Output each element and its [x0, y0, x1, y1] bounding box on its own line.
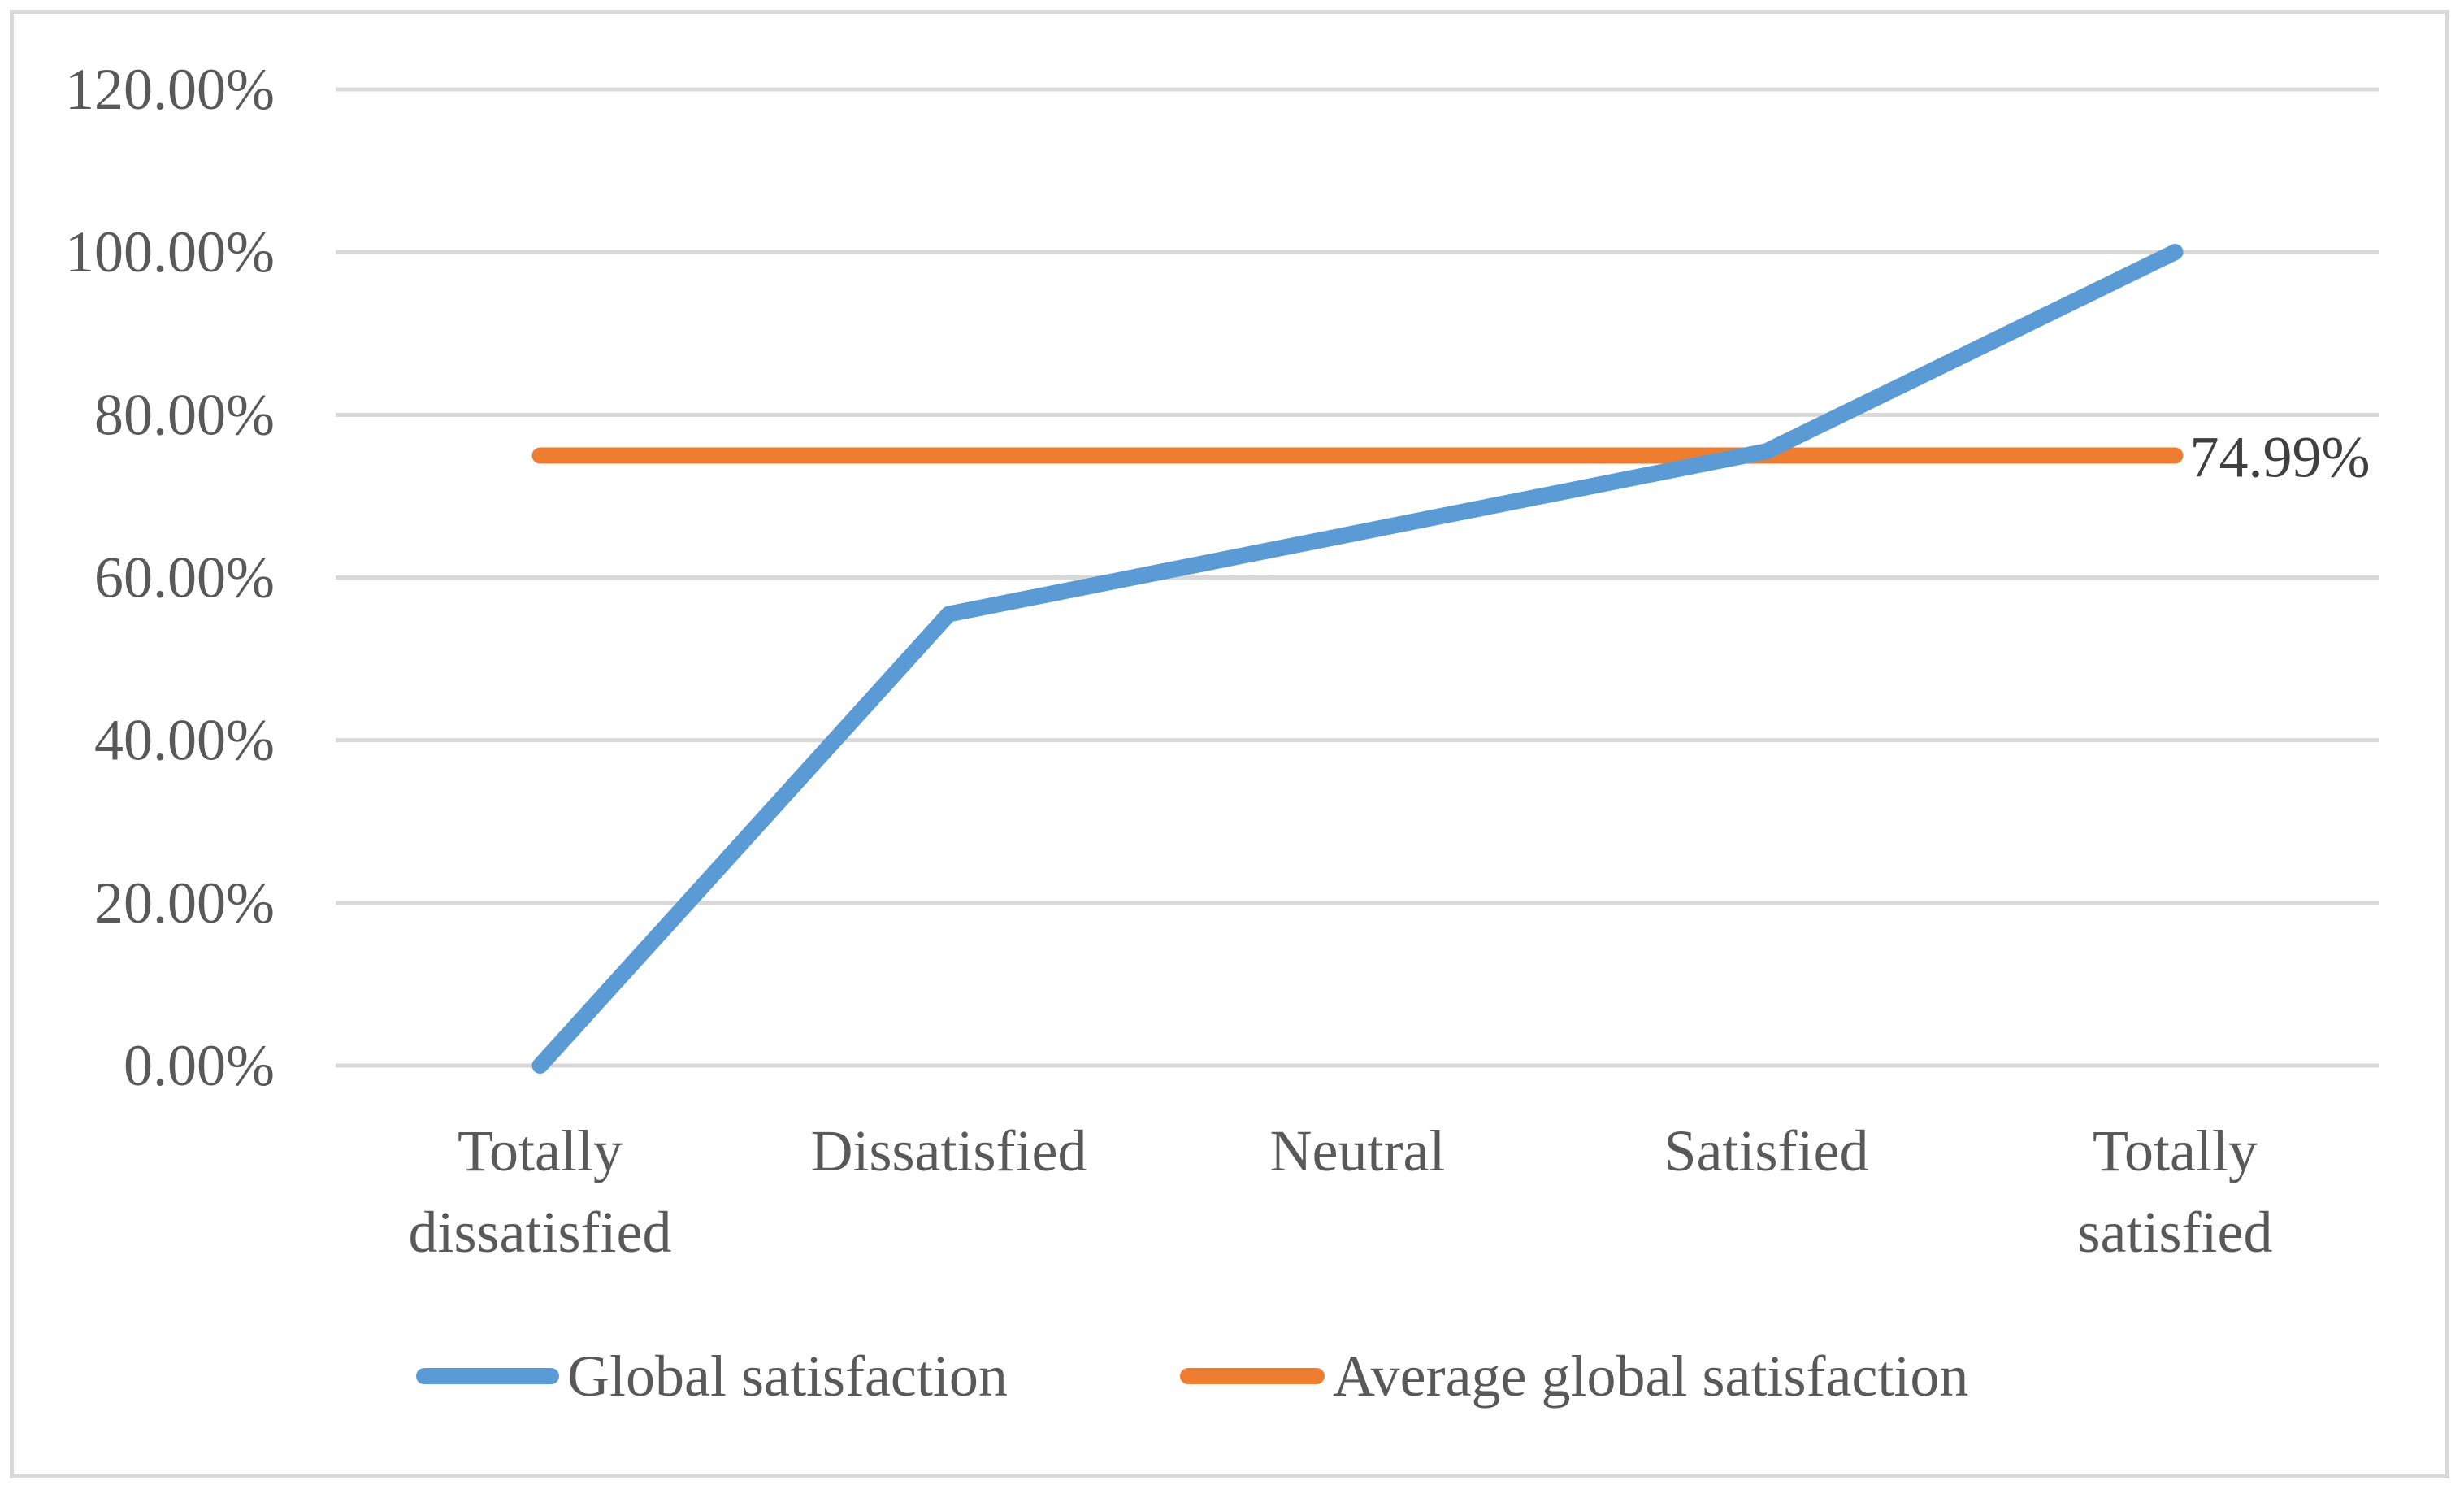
y-tick-label: 100.00%	[65, 219, 275, 284]
x-category-line: Totally	[2093, 1118, 2258, 1183]
gridlines	[336, 87, 2379, 1068]
series-lines	[531, 244, 2184, 1074]
y-tick-label: 40.00%	[94, 708, 275, 773]
average-value-label: 74.99%	[2190, 424, 2371, 489]
series-line-global-satisfaction	[531, 244, 2184, 1074]
x-category-line: dissatisfied	[409, 1200, 672, 1265]
legend: Global satisfaction Average global satisf…	[416, 1344, 1968, 1409]
x-category-label: Totally dissatisfied	[409, 1118, 672, 1265]
y-tick-label: 80.00%	[94, 382, 275, 447]
x-category-line: satisfied	[2078, 1200, 2273, 1265]
y-tick-label: 60.00%	[94, 545, 275, 610]
y-tick-label: 120.00%	[65, 57, 275, 122]
legend-label: Global satisfaction	[567, 1344, 1008, 1409]
x-category-line: Satisfied	[1664, 1118, 1869, 1183]
y-tick-label: 0.00%	[124, 1033, 275, 1098]
x-category-label: Totally satisfied	[2078, 1118, 2273, 1265]
x-category-line: Neutral	[1270, 1118, 1446, 1183]
y-tick-label: 20.00%	[94, 871, 275, 936]
x-category-line: Totally	[458, 1118, 623, 1183]
legend-label: Average global satisfaction	[1333, 1344, 1968, 1409]
x-category-label: Neutral	[1270, 1118, 1446, 1183]
chart-frame	[10, 10, 2449, 1478]
x-axis-categories: Totally dissatisfied Dissatisfied Neutral Sa…	[409, 1118, 2273, 1265]
x-category-line: Dissatisfied	[811, 1118, 1087, 1183]
y-axis-ticks: 0.00% 20.00% 40.00% 60.00% 80.00% 100.00% 120.…	[65, 57, 275, 1098]
x-category-label: Dissatisfied	[811, 1118, 1087, 1183]
x-category-label: Satisfied	[1664, 1118, 1869, 1183]
data-labels: 74.99%	[2190, 424, 2371, 489]
